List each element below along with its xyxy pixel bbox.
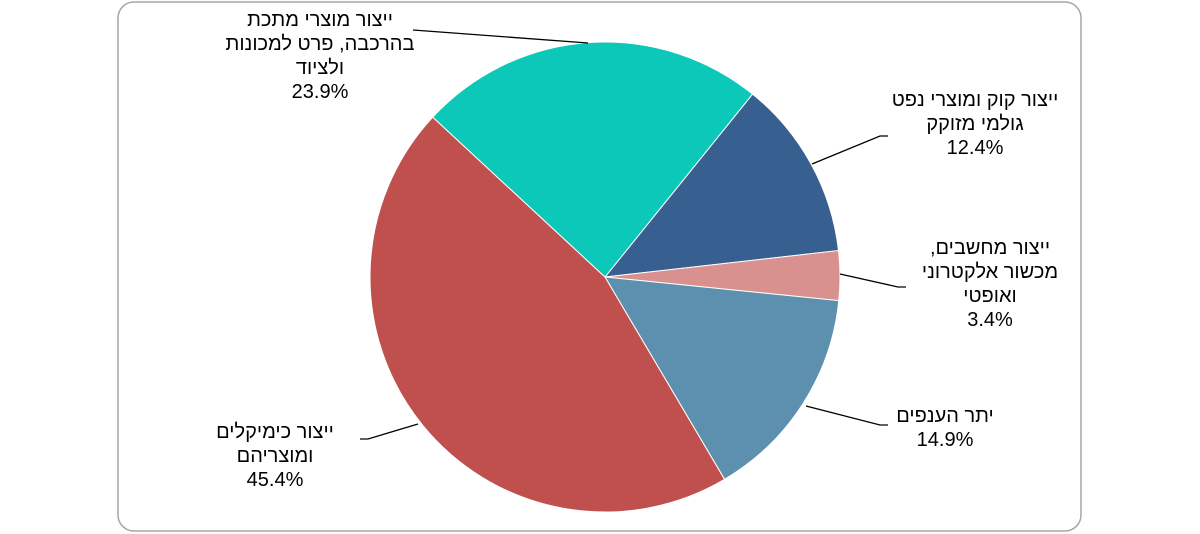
leader-line [805,405,888,426]
category-name: יתר הענפים [896,405,994,427]
value-label: 45.4% [246,469,304,491]
leader-line [811,135,888,165]
slice-label: ייצור מחשבים, מכשור אלקטרוני ואופטי 3.4% [905,236,1075,332]
slice-label: ייצור כימיקלים ומוצריהם 45.4% [190,420,360,492]
leader-lines [360,29,906,440]
value-label: 23.9% [291,81,349,103]
pie-slice [603,93,840,278]
value-label: 3.4% [967,309,1013,331]
pie-slice [604,276,840,481]
value-label: 14.9% [916,429,974,451]
leader-line [839,273,906,288]
value-label: 12.4% [946,137,1004,159]
category-name: ייצור קוק ומוצרי נפט גולמי מזוקק [891,89,1059,135]
category-name: ייצור מוצרי מתכת בהרכבה, פרט למכונות ולצ… [225,9,415,79]
pie-slice [432,41,754,278]
slice-label: יתר הענפים 14.9% [870,404,1020,452]
category-name: ייצור מחשבים, מכשור אלקטרוני ואופטי [921,237,1059,307]
slice-label: ייצור קוק ומוצרי נפט גולמי מזוקק 12.4% [890,88,1060,160]
leader-line [360,423,419,440]
leader-line [412,29,589,44]
slice-label: ייצור מוצרי מתכת בהרכבה, פרט למכונות ולצ… [225,8,415,104]
category-name: ייצור כימיקלים ומוצריהם [216,421,334,467]
pie-slice [369,116,726,513]
